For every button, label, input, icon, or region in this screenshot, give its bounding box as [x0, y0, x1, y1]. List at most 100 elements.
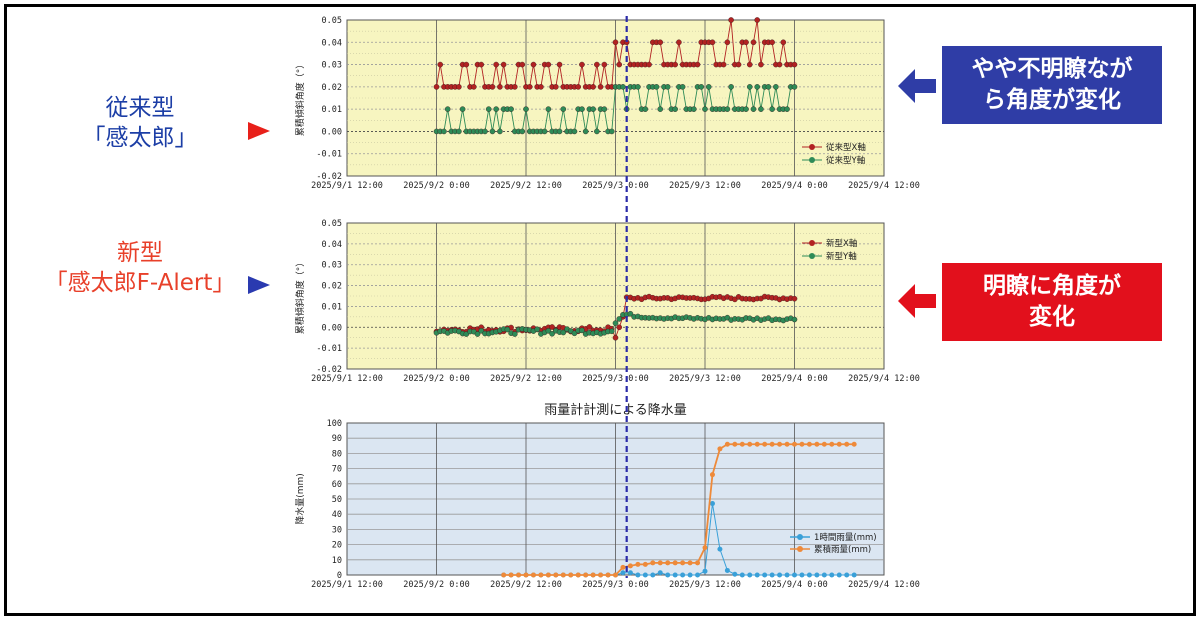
callout-top-line1: やや不明瞭なが	[971, 56, 1133, 82]
data-point	[657, 570, 663, 576]
data-point	[579, 106, 585, 112]
legend-label: 1時間雨量(mm)	[814, 533, 877, 543]
data-point	[691, 106, 697, 112]
left-arrow-icon-blue	[898, 69, 936, 103]
data-point	[791, 84, 798, 90]
y-tick-label: 0.04	[322, 38, 342, 48]
data-point	[530, 61, 537, 68]
data-point	[728, 84, 734, 90]
data-point	[579, 327, 585, 334]
y-tick-label: 50	[332, 495, 342, 505]
data-point	[530, 572, 536, 578]
legend-marker	[797, 534, 803, 540]
data-point	[754, 84, 761, 90]
x-tick-label: 2025/9/2 12:00	[490, 181, 562, 191]
data-point	[568, 572, 574, 578]
data-point	[526, 84, 533, 90]
data-point	[545, 61, 552, 68]
left-arrow-icon-red	[898, 284, 936, 318]
y-tick-label: 60	[332, 480, 342, 490]
old-model-name-line2: 「感太郎」	[82, 125, 198, 151]
data-point	[806, 572, 812, 578]
data-point	[777, 572, 783, 578]
y-tick-label: 0.02	[322, 83, 342, 93]
data-point	[489, 84, 496, 90]
data-point	[776, 61, 783, 68]
x-tick-label: 2025/9/3 0:00	[582, 580, 649, 590]
data-point	[705, 84, 712, 90]
data-point	[653, 84, 660, 90]
data-point	[519, 128, 526, 135]
callout-top-line2: ら角度が変化	[983, 87, 1121, 113]
data-point	[538, 572, 544, 578]
data-point	[601, 106, 608, 112]
data-point	[743, 39, 749, 46]
data-point	[474, 331, 481, 337]
data-point	[754, 441, 760, 447]
data-point	[459, 106, 466, 112]
data-point	[497, 84, 503, 90]
series-x-axis	[433, 17, 798, 90]
data-point	[709, 472, 715, 478]
x-tick-label: 2025/9/2 0:00	[403, 181, 470, 191]
legend-marker	[809, 253, 815, 259]
red-pointer-triangle	[248, 122, 270, 140]
data-point	[560, 106, 567, 112]
data-point	[549, 330, 555, 337]
x-tick-label: 2025/9/4 0:00	[761, 374, 828, 384]
data-point	[773, 84, 779, 90]
y-tick-label: 0.05	[322, 219, 342, 229]
data-point	[571, 330, 578, 337]
data-point	[620, 564, 626, 570]
y-tick-label: 20	[332, 541, 342, 551]
data-point	[680, 560, 686, 566]
x-tick-label: 2025/9/3 12:00	[669, 374, 741, 384]
data-point	[657, 106, 664, 112]
data-point	[642, 572, 648, 578]
data-point	[724, 441, 730, 447]
data-point	[463, 61, 470, 68]
y-tick-label: 0.00	[322, 127, 342, 137]
data-point	[762, 572, 768, 578]
y-axis-label: 累積傾斜角度（°）	[294, 60, 306, 137]
data-point	[493, 61, 499, 68]
data-point	[784, 106, 790, 112]
data-point	[523, 106, 529, 112]
data-point	[664, 84, 671, 90]
y-tick-label: -0.01	[316, 150, 342, 160]
data-point	[695, 572, 701, 578]
data-point	[627, 570, 633, 576]
y-tick-label: 40	[332, 510, 342, 520]
x-tick-label: 2025/9/3 12:00	[669, 181, 741, 191]
y-tick-label: 0.01	[322, 302, 342, 312]
data-point	[747, 441, 753, 447]
data-point	[616, 324, 623, 331]
data-point	[504, 326, 511, 333]
data-point	[519, 61, 526, 68]
data-point	[814, 441, 820, 447]
callout-bottom-line2: 変化	[1029, 304, 1075, 330]
data-point	[456, 84, 462, 90]
data-point	[456, 128, 462, 135]
data-point	[608, 328, 615, 335]
data-point	[769, 572, 775, 578]
y-axis-label: 降水量(mm)	[294, 473, 306, 525]
data-point	[728, 17, 734, 23]
data-point	[538, 84, 544, 90]
data-point	[784, 572, 790, 578]
x-tick-label: 2025/9/2 0:00	[403, 580, 470, 590]
data-point	[433, 84, 440, 90]
data-point	[534, 326, 540, 333]
data-point	[497, 128, 503, 135]
y-tick-label: -0.02	[316, 172, 342, 182]
data-point	[709, 39, 716, 46]
data-point	[523, 572, 529, 578]
data-point	[575, 572, 581, 578]
data-point	[508, 106, 514, 112]
data-point	[470, 84, 477, 90]
data-point	[687, 560, 693, 566]
data-point	[441, 128, 447, 135]
data-point	[612, 320, 619, 326]
data-point	[560, 329, 567, 336]
data-point	[512, 84, 518, 90]
